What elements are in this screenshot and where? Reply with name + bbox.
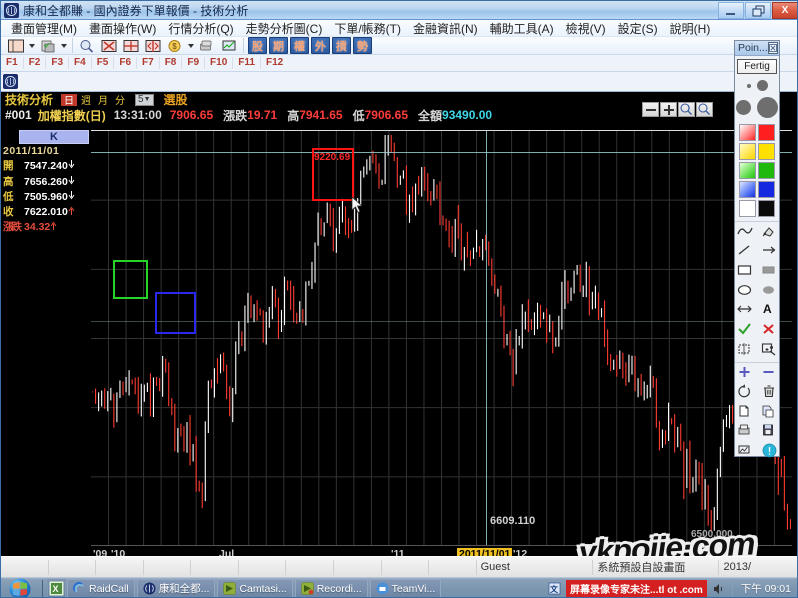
svg-text:A: A [763,302,772,316]
svg-text:X: X [53,584,59,594]
svg-text:$: $ [172,42,177,51]
svg-text:文: 文 [550,584,559,594]
